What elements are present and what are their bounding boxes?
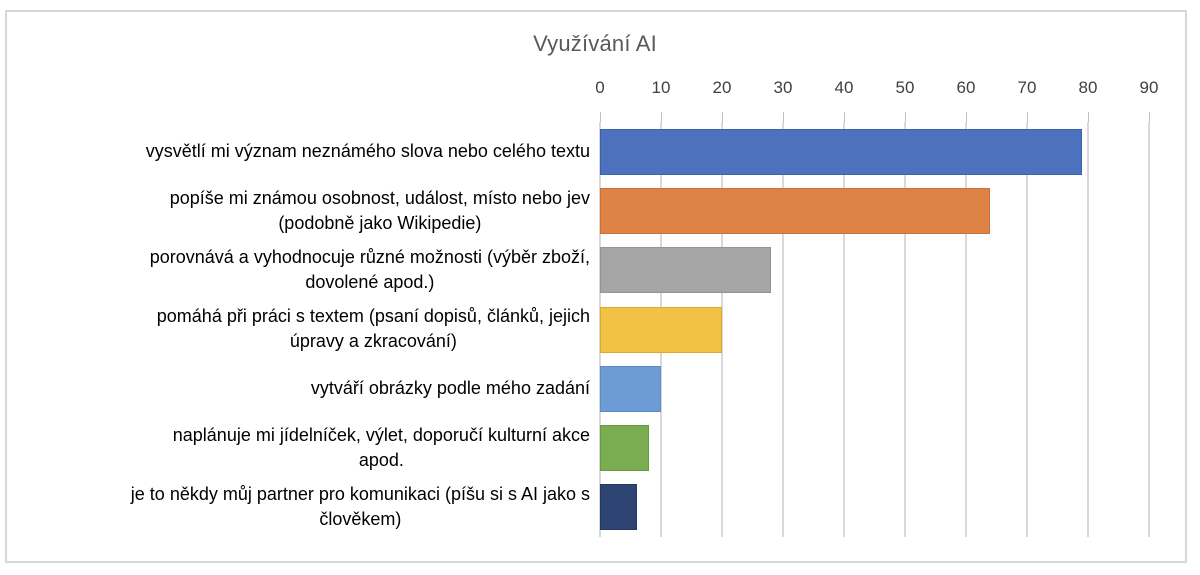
gridline — [1087, 122, 1089, 537]
bar — [600, 187, 991, 234]
x-tick-mark — [966, 112, 967, 122]
x-tick-mark — [844, 112, 845, 122]
category-label-text: popíše mi známou osobnost, událost, míst… — [169, 187, 590, 233]
x-tick-mark — [1149, 112, 1150, 122]
category-label-text: naplánuje mi jídelníček, výlet, doporučí… — [172, 425, 590, 471]
gridline — [843, 122, 845, 537]
bar — [600, 484, 637, 531]
gridline — [1148, 122, 1150, 537]
gridline — [904, 122, 906, 537]
chart-title: Využívání AI — [533, 31, 657, 56]
x-tick-mark — [661, 112, 662, 122]
category-label: vytváří obrázky podle mého zadání — [28, 359, 590, 418]
bar — [600, 365, 661, 412]
gridline — [721, 122, 723, 537]
category-label-text: vytváří obrázky podle mého zadání — [310, 378, 590, 399]
category-label: je to někdy můj partner pro komunikaci (… — [28, 478, 590, 537]
gridline — [965, 122, 967, 537]
x-tick-mark — [1088, 112, 1089, 122]
x-tick-mark — [905, 112, 906, 122]
bar — [600, 247, 771, 294]
category-label-text: porovnává a vyhodnocuje různé možnosti (… — [149, 247, 590, 293]
bar — [600, 128, 1082, 175]
gridline — [1026, 122, 1028, 537]
category-label: naplánuje mi jídelníček, výlet, doporučí… — [28, 418, 590, 477]
category-label: porovnává a vyhodnocuje různé možnosti (… — [28, 241, 590, 300]
category-label-text: vysvětlí mi význam neznámého slova nebo … — [145, 141, 590, 162]
category-label: popíše mi známou osobnost, událost, míst… — [28, 181, 590, 240]
bar — [600, 425, 649, 472]
category-label: pomáhá při práci s textem (psaní dopisů,… — [28, 300, 590, 359]
category-label: vysvětlí mi význam neznámého slova nebo … — [28, 122, 590, 181]
chart-border-frame — [5, 10, 1187, 563]
gridline — [782, 122, 784, 537]
x-tick-mark — [600, 112, 601, 122]
x-tick-mark — [783, 112, 784, 122]
x-tick-mark — [722, 112, 723, 122]
category-label-text: je to někdy můj partner pro komunikaci (… — [130, 484, 590, 530]
x-tick-mark — [1027, 112, 1028, 122]
category-label-text: pomáhá při práci s textem (psaní dopisů,… — [156, 306, 590, 352]
bar — [600, 306, 722, 353]
